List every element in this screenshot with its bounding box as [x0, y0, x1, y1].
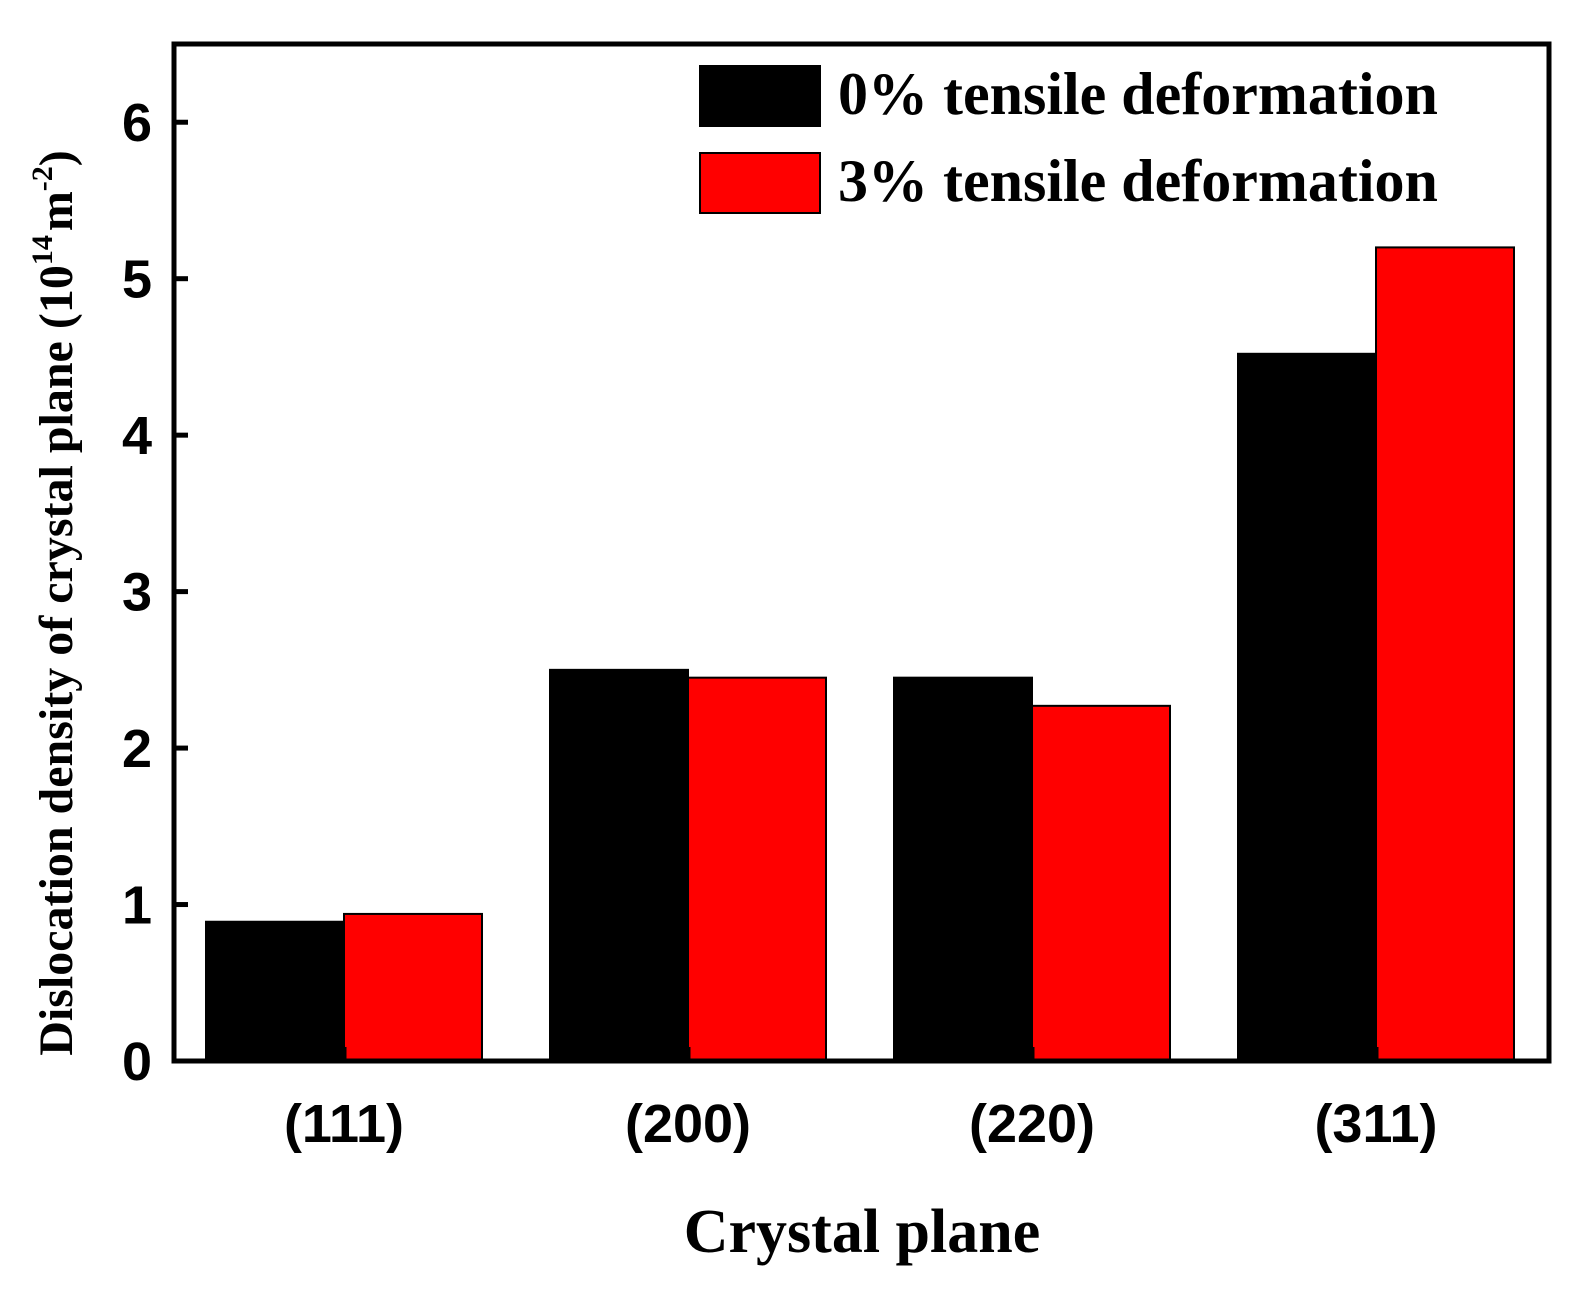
y-tick-label: 0: [122, 1032, 152, 1092]
y-axis: 0 1 2 3 4 5 6: [122, 93, 188, 1092]
y-axis-title: Dislocation density of crystal plane (10…: [26, 150, 83, 1056]
y-axis-title-suffix: ): [30, 150, 83, 166]
legend-swatch-series-1: [699, 65, 821, 127]
x-tick-label: (200): [625, 1094, 751, 1154]
y-tick-label: 6: [122, 93, 152, 153]
bar-111-series-2: [343, 912, 483, 1062]
plot-frame: [171, 41, 1552, 1064]
legend-swatch-series-2: [699, 152, 821, 214]
y-tick-label: 5: [122, 250, 152, 310]
y-tick-label: 2: [122, 719, 152, 779]
bar-111-series-1: [205, 920, 345, 1062]
bar-200-series-1: [549, 668, 689, 1062]
x-axis: (111) (200) (220) (311): [284, 1047, 1438, 1154]
legend-label-series-2: 3% tensile deformation: [838, 148, 1438, 214]
x-tick-label: (111): [284, 1094, 404, 1154]
bar-311-series-2: [1375, 246, 1515, 1062]
bars-group: [205, 246, 1515, 1063]
bar-200-series-2: [687, 676, 827, 1063]
bar-220-series-2: [1031, 704, 1171, 1063]
y-tick-label: 1: [122, 876, 152, 936]
legend-label-series-1: 0% tensile deformation: [838, 61, 1438, 127]
bar-220-series-1: [893, 676, 1033, 1063]
y-axis-title-exponent-2: -2: [26, 166, 59, 191]
x-tick-label: (311): [1314, 1094, 1437, 1154]
y-tick-label: 4: [122, 406, 152, 466]
y-axis-title-exponent-1: 14: [26, 235, 59, 265]
legend: 0% tensile deformation 3% tensile deforma…: [699, 61, 1438, 214]
bar-311-series-1: [1237, 352, 1377, 1063]
y-tick-label: 3: [122, 563, 152, 623]
x-axis-title: Crystal plane: [684, 1198, 1041, 1266]
x-tick-label: (220): [969, 1094, 1095, 1154]
y-axis-title-unit: m: [30, 191, 83, 231]
y-axis-title-prefix: Dislocation density of crystal plane (10: [30, 265, 83, 1056]
